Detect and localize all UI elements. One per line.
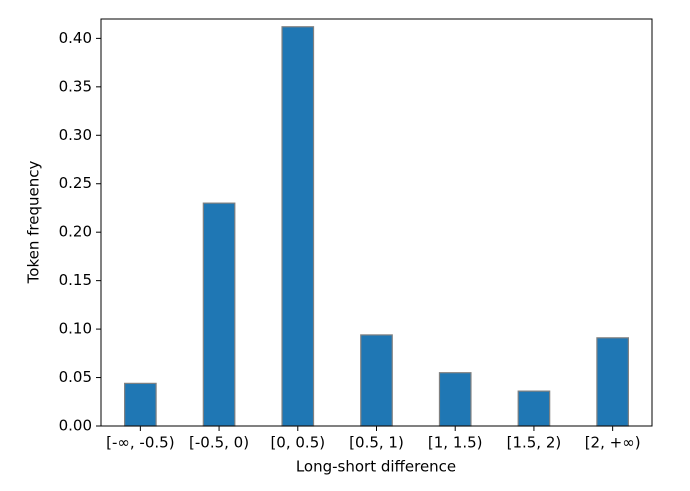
y-tick-label: 0.30	[59, 126, 92, 144]
y-tick-label: 0.10	[59, 320, 92, 338]
bar	[281, 26, 315, 427]
y-tick-label: 0.40	[59, 29, 92, 47]
bar	[124, 382, 157, 427]
x-tick-label: [-0.5, 0)	[189, 434, 249, 452]
bar	[202, 202, 236, 427]
x-tick-label: [-∞, -0.5)	[106, 434, 174, 452]
bar	[596, 337, 629, 427]
x-tick-label: [1, 1.5)	[428, 434, 483, 452]
bar	[517, 390, 551, 427]
y-tick-label: 0.05	[59, 368, 92, 386]
x-tick-label: [0.5, 1)	[349, 434, 404, 452]
bar	[360, 334, 393, 427]
y-tick-label: 0.00	[59, 417, 92, 435]
x-tick-label: [2, +∞)	[585, 434, 641, 452]
y-tick-label: 0.20	[59, 223, 92, 241]
y-tick-label: 0.25	[59, 174, 92, 192]
x-tick-label: [0, 0.5)	[270, 434, 325, 452]
y-tick-label: 0.15	[59, 271, 92, 289]
y-axis-label: Token frequency	[25, 161, 43, 285]
x-axis-label: Long-short difference	[296, 458, 456, 476]
bar	[438, 372, 472, 427]
plot-frame	[100, 18, 653, 427]
x-tick-label: [1.5, 2)	[507, 434, 562, 452]
y-tick-label: 0.35	[59, 77, 92, 95]
